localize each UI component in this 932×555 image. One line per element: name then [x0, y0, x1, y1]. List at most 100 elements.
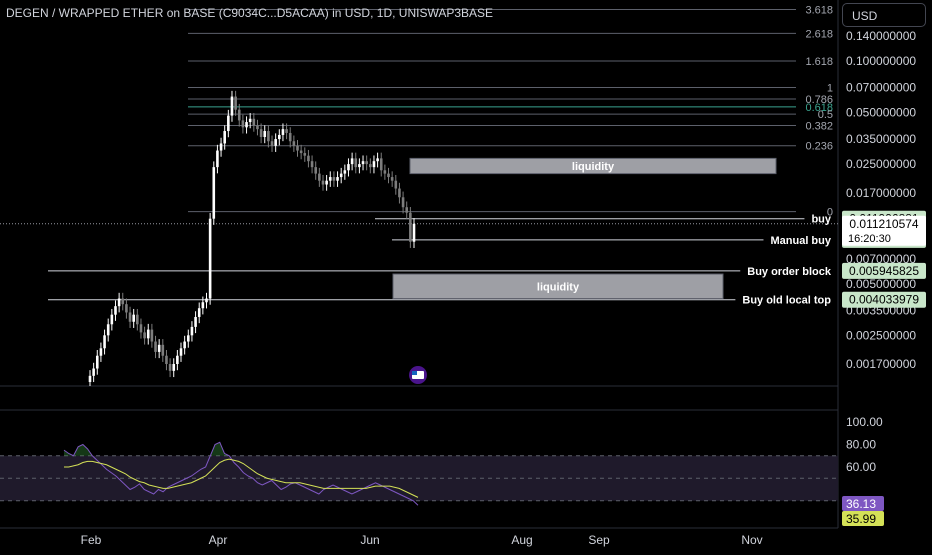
- candle: [168, 364, 172, 371]
- annotation-label: buy: [811, 214, 831, 226]
- candle: [201, 302, 205, 309]
- annotation-label: Manual buy: [770, 235, 831, 247]
- candle: [263, 131, 267, 137]
- candle: [136, 314, 139, 325]
- rsi-value: 36.13: [846, 497, 876, 511]
- price-tick-label: 0.017000000: [846, 186, 916, 200]
- candle: [172, 364, 176, 371]
- candle: [372, 161, 376, 168]
- rsi-tick-label: 60.00: [846, 460, 876, 474]
- annotation-price: 0.004033979: [849, 293, 919, 307]
- candle: [245, 122, 248, 128]
- candle: [95, 355, 99, 369]
- candle: [197, 308, 201, 317]
- candle: [383, 170, 387, 174]
- candle: [157, 344, 161, 352]
- candle: [292, 141, 296, 146]
- price-tick-label: 0.100000000: [846, 54, 916, 68]
- candle: [321, 180, 325, 185]
- candle: [252, 118, 256, 126]
- candle: [161, 344, 165, 356]
- fib-level-label: 0: [827, 207, 833, 219]
- annotation-label: Buy order block: [747, 266, 832, 278]
- rsi-ma-badge: [842, 511, 884, 526]
- candle: [132, 314, 135, 322]
- candle: [343, 170, 347, 174]
- candle: [288, 132, 292, 142]
- candle: [216, 150, 219, 168]
- candle: [154, 341, 157, 352]
- fib-level-label: 1.618: [805, 56, 833, 68]
- fib-level-label: 0.382: [805, 121, 833, 133]
- candle: [176, 355, 179, 364]
- candle: [281, 129, 285, 135]
- current-price-value: 0.011210574: [849, 217, 919, 231]
- price-tick-label: 0.007000000: [846, 252, 916, 266]
- candles-group: [88, 90, 416, 386]
- fib-level-label: 0.236: [805, 141, 833, 153]
- time-tick-label: Nov: [741, 533, 762, 547]
- candle: [256, 125, 259, 130]
- candle: [117, 298, 121, 307]
- price-tick-label: 0.005000000: [846, 277, 916, 291]
- candle: [361, 161, 365, 165]
- annotation-price-badge: [842, 262, 926, 279]
- candle: [241, 120, 245, 128]
- candle: [248, 118, 252, 123]
- candle: [405, 207, 409, 213]
- currency-button[interactable]: USD: [842, 3, 926, 27]
- candle: [165, 355, 168, 364]
- candle: [186, 335, 190, 342]
- candle: [121, 298, 125, 305]
- candle: [92, 368, 95, 376]
- flag-icon: [409, 366, 427, 384]
- annotation-label: Buy old local top: [742, 295, 831, 307]
- fib-level-label: 3.618: [805, 4, 833, 16]
- candle: [401, 197, 405, 208]
- candle: [296, 145, 299, 151]
- candle: [299, 150, 303, 154]
- price-tick-label: 0.035000000: [846, 132, 916, 146]
- candle: [190, 326, 194, 336]
- candle: [212, 167, 216, 219]
- candle: [332, 177, 336, 181]
- flag-icon-canton: [412, 371, 417, 375]
- candle: [259, 129, 263, 137]
- price-tick-label: 0.050000000: [846, 106, 916, 120]
- candle: [219, 143, 223, 151]
- candle: [205, 298, 208, 303]
- candle: [350, 158, 354, 165]
- candle: [379, 158, 383, 171]
- candle: [387, 173, 390, 178]
- candle: [208, 218, 212, 299]
- candle: [194, 316, 197, 327]
- candle: [139, 324, 143, 333]
- candle: [227, 115, 230, 132]
- candle: [179, 348, 183, 356]
- candle: [237, 109, 241, 121]
- time-tick-label: Feb: [81, 533, 102, 547]
- candle: [376, 158, 379, 162]
- liquidity-zone: [409, 157, 777, 175]
- candle: [110, 314, 114, 325]
- candle: [143, 332, 146, 339]
- candle: [358, 164, 361, 168]
- candle: [114, 306, 117, 315]
- candle: [150, 329, 154, 342]
- rsi-ma-value: 35.99: [846, 512, 876, 526]
- candle: [267, 131, 270, 142]
- candle: [183, 341, 186, 349]
- fib-level-label: 1: [827, 83, 833, 95]
- annotation-price: 0.005945825: [849, 264, 919, 278]
- price-tick-label: 0.001700000: [846, 357, 916, 371]
- candle: [146, 329, 150, 339]
- liquidity-zone-label: liquidity: [537, 281, 580, 293]
- candle: [278, 134, 281, 140]
- candle: [398, 188, 401, 198]
- annotation-price-badge: [842, 291, 926, 308]
- candle: [88, 375, 92, 383]
- candle: [390, 177, 394, 181]
- time-tick-label: Jun: [360, 533, 379, 547]
